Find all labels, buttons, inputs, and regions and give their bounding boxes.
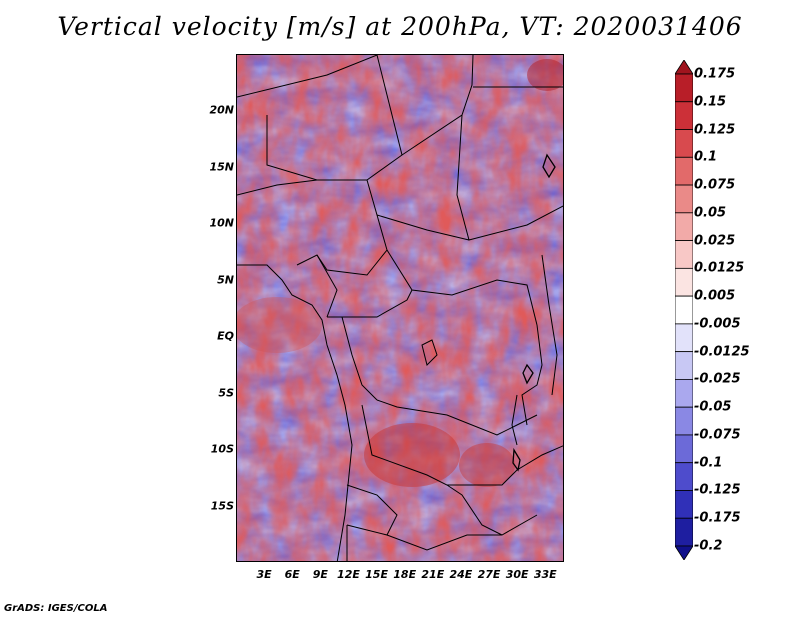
longitude-label: 3E [256, 568, 272, 581]
longitude-label: 6E [284, 568, 300, 581]
lake-outlines [512, 153, 556, 472]
colorbar-swatch [675, 351, 693, 380]
colorbar-level-label: -0.175 [694, 510, 741, 526]
colorbar-level-label: -0.125 [694, 482, 741, 498]
country-borders [237, 55, 563, 561]
latitude-label: 10S [210, 442, 234, 456]
colorbar-level-label: -0.025 [694, 371, 741, 387]
latitude-label: 5N [217, 273, 234, 287]
map-plot-area [236, 54, 564, 562]
longitude-label: 21E [421, 568, 445, 581]
colorbar-level-label: 0.15 [694, 94, 727, 110]
colorbar-swatch [675, 129, 693, 158]
latitude-label: EQ [217, 329, 234, 343]
colorbar-level-label: 0.005 [694, 288, 736, 304]
colorbar-swatch [675, 295, 693, 325]
colorbar-level-label: -0.005 [694, 316, 741, 332]
colorbar-swatch [675, 517, 693, 547]
longitude-label: 30E [505, 568, 529, 581]
colorbar-level-label: 0.05 [694, 205, 727, 221]
longitude-label: 18E [393, 568, 417, 581]
latitude-label: 15N [209, 160, 234, 174]
strong-ascent-patch [364, 423, 460, 487]
strong-ascent-patch [459, 443, 515, 487]
longitude-label: 15E [365, 568, 388, 581]
colorbar-swatch [675, 267, 693, 297]
colorbar-swatch [675, 73, 693, 103]
colorbar-swatch [675, 60, 693, 75]
map-title: Vertical velocity [m/s] at 200hPa, VT: 2… [57, 12, 743, 41]
longitude-label: 9E [312, 568, 328, 581]
colorbar-level-label: -0.1 [694, 455, 723, 471]
colorbar-swatch [675, 545, 693, 560]
colorbar-level-label: -0.075 [694, 427, 741, 443]
longitude-label: 27E [477, 568, 501, 581]
strong-ascent-patch [237, 297, 322, 353]
longitude-label: 12E [337, 568, 360, 581]
colorbar-level-label: 0.025 [694, 233, 736, 249]
colorbar-level-label: 0.0125 [694, 260, 745, 276]
colorbar-swatch [675, 490, 693, 519]
colorbar [675, 60, 693, 560]
longitude-label: 33E [533, 568, 557, 581]
latitude-label: 15S [210, 499, 234, 513]
colorbar-level-label: -0.0125 [694, 344, 750, 360]
colorbar-swatch [675, 184, 693, 214]
latitude-label: 5S [218, 386, 234, 400]
colorbar-swatch [675, 156, 693, 186]
strong-ascent-patch [527, 59, 563, 91]
latitude-label: 20N [209, 103, 234, 117]
colorbar-swatch [675, 101, 693, 130]
colorbar-level-label: -0.05 [694, 399, 732, 415]
colorbar-swatch [675, 212, 693, 241]
colorbar-level-label: 0.075 [694, 177, 736, 193]
colorbar-level-label: 0.175 [694, 66, 736, 82]
colorbar-level-label: 0.1 [694, 149, 718, 165]
longitude-label: 24E [449, 568, 473, 581]
colorbar-swatch [675, 434, 693, 464]
colorbar-swatch [675, 379, 693, 408]
colorbar-level-label: -0.2 [694, 538, 723, 554]
colorbar-swatch [675, 462, 693, 491]
colorbar-swatch [675, 406, 693, 436]
colorbar-swatch [675, 323, 693, 353]
colorbar-level-label: 0.125 [694, 122, 736, 138]
colorbar-swatch [675, 240, 693, 269]
grads-credit: GrADS: IGES/COLA [4, 603, 108, 614]
latitude-label: 10N [209, 216, 234, 230]
